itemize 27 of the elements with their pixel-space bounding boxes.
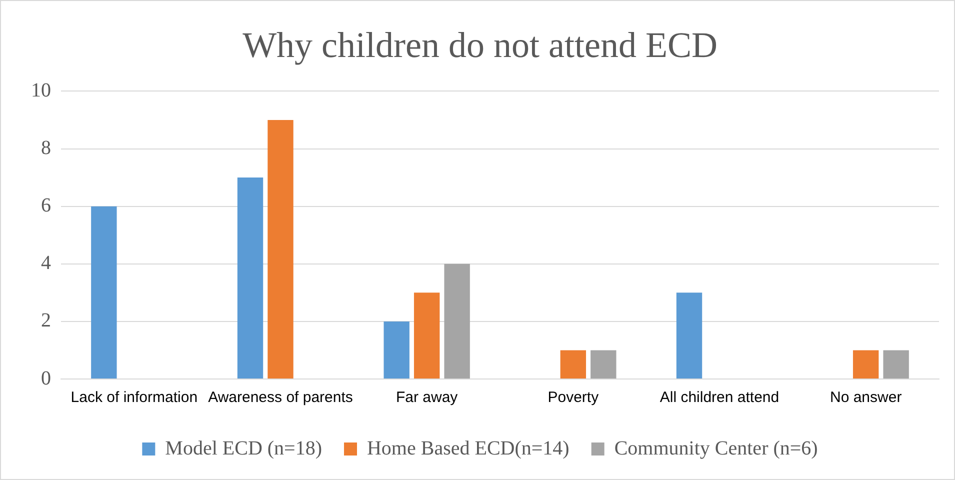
y-tick-label: 2: [41, 310, 51, 332]
bar: [237, 178, 264, 378]
y-tick-label: 4: [41, 252, 51, 274]
bar: [444, 264, 470, 378]
chart-title: Why children do not attend ECD: [242, 25, 718, 66]
x-tick-label: No answer: [830, 389, 902, 406]
bar: [560, 350, 586, 378]
bar: [883, 350, 909, 378]
x-tick-label: Lack of information: [70, 389, 198, 406]
legend-label: Model ECD (n=18): [165, 437, 322, 460]
y-tick-label: 10: [31, 79, 51, 102]
bar: [852, 350, 879, 378]
y-tick-label: 0: [41, 367, 51, 390]
bar: [91, 206, 117, 378]
legend-label: Community Center (n=6): [614, 437, 818, 460]
x-tick-label: Far away: [396, 389, 458, 406]
y-tick-label: 6: [41, 194, 51, 217]
legend-label: Home Based ECD(n=14): [366, 437, 570, 460]
bar: [590, 350, 616, 378]
bar: [384, 321, 410, 378]
x-tick-label: All children attend: [660, 389, 780, 406]
bar: [414, 292, 440, 378]
y-tick-label: 8: [41, 137, 51, 160]
x-tick-label: Poverty: [548, 389, 600, 406]
x-tick-label: Awareness of parents: [208, 389, 353, 406]
bar: [268, 120, 294, 378]
bar: [676, 292, 702, 378]
